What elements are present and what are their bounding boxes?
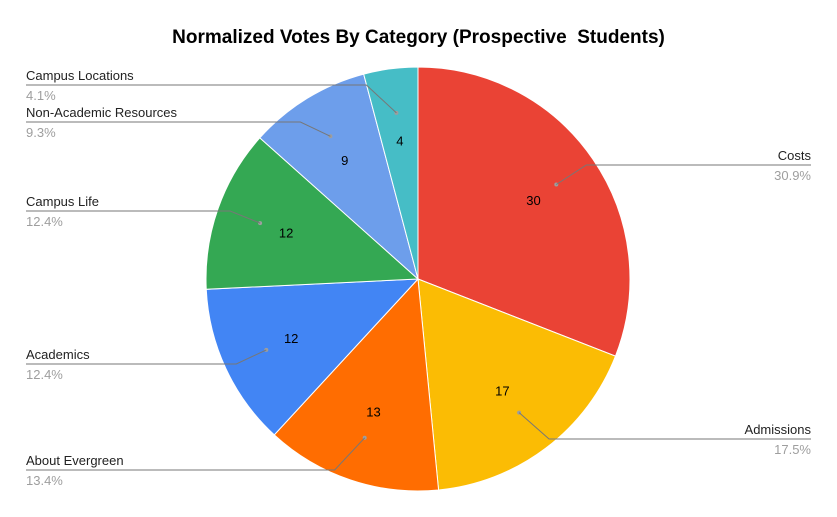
pie-slice-admissions bbox=[417, 278, 617, 491]
legend-label-campus-locations: Campus Locations bbox=[26, 68, 134, 83]
data-label-costs: 30 bbox=[526, 193, 540, 208]
data-label-admissions: 17 bbox=[495, 384, 509, 399]
chart-title: Normalized Votes By Category (Prospectiv… bbox=[172, 27, 665, 48]
pie-slice-campus-locations bbox=[363, 66, 419, 280]
data-label-academics: 12 bbox=[284, 331, 298, 346]
callout-line-admissions bbox=[518, 412, 811, 440]
data-label-campus-locations: 4 bbox=[396, 133, 403, 148]
legend-label-non-academic-resources: Non-Academic Resources bbox=[26, 105, 178, 120]
legend-percent-non-academic-resources: 9.3% bbox=[26, 125, 56, 140]
pie-slice-about-evergreen bbox=[273, 277, 440, 492]
legend-percent-about-evergreen: 13.4% bbox=[26, 473, 63, 488]
callout-line-campus-locations bbox=[26, 84, 397, 114]
callout-line-costs bbox=[556, 164, 811, 185]
callout-line-academics bbox=[26, 349, 267, 365]
pie-slice-non-academic-resources bbox=[259, 73, 419, 281]
data-label-campus-life: 12 bbox=[279, 225, 293, 240]
data-label-non-academic-resources: 9 bbox=[341, 153, 348, 168]
legend-percent-costs: 30.9% bbox=[774, 168, 811, 183]
pie-slice-costs bbox=[417, 66, 631, 357]
pie-slice-academics bbox=[205, 278, 420, 436]
pie-slice-campus-life bbox=[205, 137, 420, 290]
legend-label-campus-life: Campus Life bbox=[26, 194, 99, 209]
legend-label-costs: Costs bbox=[778, 148, 812, 163]
callout-line-non-academic-resources bbox=[26, 121, 331, 137]
legend-percent-campus-life: 12.4% bbox=[26, 214, 63, 229]
legend-percent-admissions: 17.5% bbox=[774, 442, 811, 457]
data-label-about-evergreen: 13 bbox=[366, 405, 380, 420]
legend-percent-academics: 12.4% bbox=[26, 367, 63, 382]
legend-label-about-evergreen: About Evergreen bbox=[26, 453, 124, 468]
callout-line-about-evergreen bbox=[26, 437, 366, 471]
callout-line-campus-life bbox=[26, 210, 261, 224]
legend-label-admissions: Admissions bbox=[745, 422, 812, 437]
legend-percent-campus-locations: 4.1% bbox=[26, 88, 56, 103]
legend-label-academics: Academics bbox=[26, 347, 90, 362]
